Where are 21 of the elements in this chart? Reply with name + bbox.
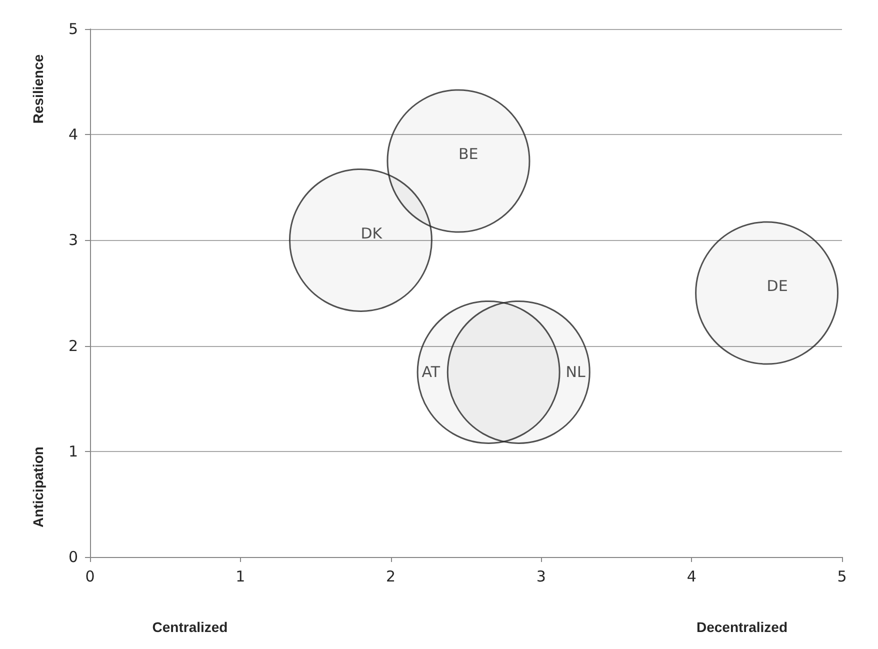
x-tick-label: 2 <box>386 568 396 586</box>
x-tick-label: 5 <box>837 568 847 586</box>
y-tick-label: 5 <box>68 20 78 38</box>
y-tick-label: 1 <box>68 442 78 460</box>
x-tick-label: 0 <box>85 568 95 586</box>
series-label: NL <box>566 363 586 382</box>
series-label: DK <box>360 224 384 242</box>
y-tick-label: 4 <box>68 126 78 144</box>
series-label: DE <box>766 277 788 296</box>
series-label: BE <box>458 145 478 164</box>
x-tick-label: 4 <box>686 568 696 586</box>
y-tick-label: 2 <box>68 336 78 355</box>
text: Centralized <box>152 619 228 635</box>
y-tick-label: 3 <box>68 231 78 250</box>
x-tick-label: 1 <box>236 568 246 586</box>
y-tick-label: 0 <box>68 548 78 566</box>
text: Decentralized <box>696 619 788 635</box>
x-tick-label: 3 <box>536 568 546 586</box>
text: Resilience <box>30 54 46 124</box>
series-label: AT <box>422 363 441 382</box>
text: Anticipation <box>30 446 46 528</box>
